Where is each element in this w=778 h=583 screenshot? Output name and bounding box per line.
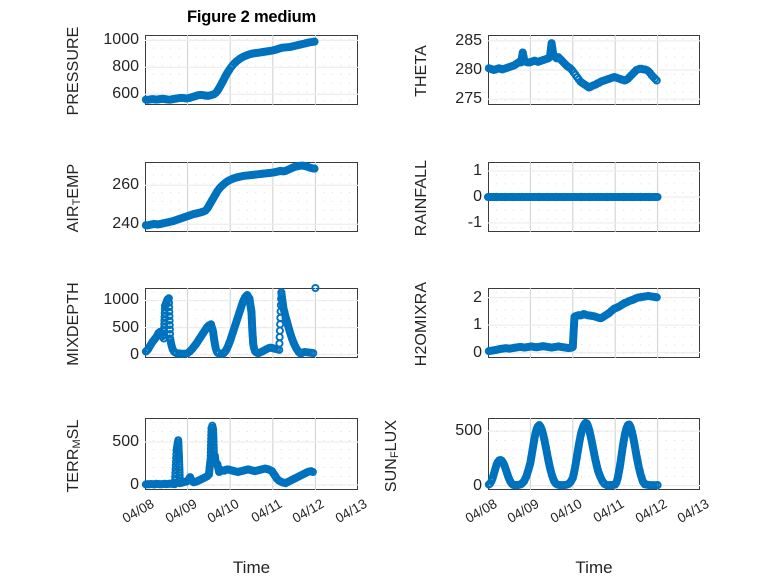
- y-tick-label: 800: [112, 58, 139, 76]
- panel-theta: [484, 35, 700, 105]
- panel-sun-flux: [484, 418, 700, 490]
- plot-theta: [484, 39, 661, 92]
- y-tick-label: 600: [112, 85, 139, 103]
- plot-sun-flux: [484, 418, 662, 490]
- x-tick-label: 04/12: [632, 496, 670, 526]
- grid-h2omixra: [488, 288, 700, 358]
- x-tick-label: 04/10: [204, 496, 242, 526]
- plot-air-temp: [141, 161, 319, 230]
- y-tick-label: 260: [112, 176, 139, 194]
- y-tick-label: 240: [112, 215, 139, 233]
- y-tick-label: 500: [455, 422, 482, 440]
- plot-mixdepth: [141, 283, 320, 358]
- y-tick-label: 0: [473, 188, 482, 205]
- y-tick-label: 2: [473, 288, 482, 306]
- x-tick-label: 04/11: [248, 496, 285, 526]
- x-axis-label-right: Time: [575, 558, 613, 577]
- y-tick-label: 0: [130, 475, 139, 493]
- panel-mixdepth: [141, 283, 358, 358]
- plot-terr-msl: [141, 421, 317, 489]
- panel-pressure: [141, 35, 358, 105]
- grid-air-temp: [145, 162, 358, 232]
- x-tick-label: 04/12: [290, 496, 327, 526]
- x-tick-label: 04/10: [547, 496, 585, 526]
- figure-title: Figure 2 medium: [186, 8, 317, 26]
- x-tick-label: 04/13: [332, 496, 370, 526]
- plot-pressure: [141, 37, 319, 104]
- x-tick-label: 04/08: [119, 496, 157, 526]
- x-axis-label-left: Time: [232, 558, 271, 577]
- y-tick-label: 285: [455, 31, 482, 49]
- panel-h2omixra: [484, 288, 700, 358]
- y-tick-label: 0: [473, 476, 482, 494]
- plot-rainfall: [483, 192, 662, 202]
- y-axis-label-terr-msl: TERRMSL: [65, 419, 83, 493]
- y-tick-label: 0: [130, 345, 139, 363]
- axes-pressure: [145, 35, 358, 105]
- y-tick-label: 0: [473, 343, 482, 361]
- y-tick-label: 1000: [103, 31, 139, 49]
- x-tick-label: 04/13: [674, 496, 712, 526]
- y-tick-label: 275: [455, 90, 482, 108]
- y-tick-label: 1: [473, 162, 482, 180]
- y-tick-label: 280: [455, 61, 482, 78]
- x-tick-label: 04/09: [505, 496, 542, 526]
- x-tick-label: 04/08: [462, 496, 500, 526]
- y-tick-label: 1: [473, 316, 482, 334]
- y-tick-label: 500: [112, 433, 139, 450]
- plot-h2omixra: [484, 291, 661, 356]
- y-tick-label: 1000: [103, 291, 139, 309]
- y-tick-label: -1: [467, 213, 482, 231]
- y-axis-label-sun-flux: SUNFLUX: [383, 419, 401, 493]
- x-tick-label: 04/11: [590, 496, 627, 526]
- panel-rainfall: [483, 162, 700, 232]
- panel-air-temp: [141, 161, 358, 232]
- y-tick-label: 500: [112, 318, 139, 336]
- panel-terr-msl: [141, 418, 358, 490]
- x-tick-label: 04/09: [162, 496, 200, 526]
